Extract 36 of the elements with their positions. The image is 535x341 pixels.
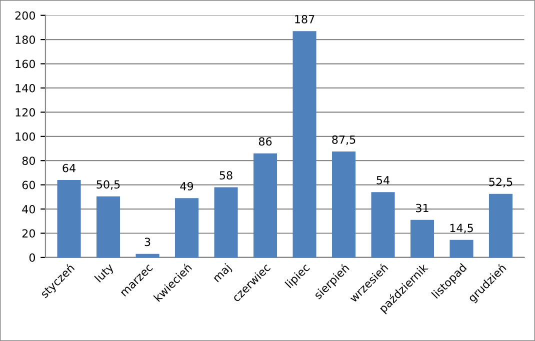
data-label: 187	[295, 14, 314, 24]
data-label: 31	[416, 204, 428, 212]
x-tick-label: luty	[94, 262, 116, 284]
bar	[57, 180, 81, 258]
y-tick-label: 60	[22, 180, 36, 190]
data-label: 86	[258, 137, 272, 146]
bar	[450, 240, 474, 258]
data-label: 52,5	[489, 178, 512, 188]
bar	[410, 220, 434, 258]
y-tick-label: 80	[22, 156, 36, 165]
data-label: 64	[62, 164, 76, 172]
y-tick-label: 120	[16, 108, 36, 117]
y-tick-label: 100	[16, 132, 36, 141]
data-label: 54	[376, 176, 390, 184]
y-tick-label: 40	[22, 205, 36, 214]
data-label: 3	[144, 238, 150, 246]
data-label: 14,5	[450, 224, 473, 234]
y-tick-label: 20	[22, 229, 36, 238]
y-tick-label: 160	[16, 60, 36, 68]
bar	[96, 196, 120, 258]
data-label: 49	[180, 182, 194, 190]
y-tick-label: 180	[16, 36, 36, 44]
data-label: 50,5	[96, 180, 120, 190]
bar	[292, 31, 316, 258]
y-tick-label: 0	[29, 253, 36, 262]
bar	[136, 254, 160, 258]
bar	[332, 152, 356, 258]
bar	[253, 153, 278, 258]
bar	[371, 192, 395, 258]
bar	[214, 187, 238, 258]
y-tick-label: 140	[16, 84, 36, 92]
bar	[174, 198, 199, 258]
bar	[488, 194, 513, 258]
data-label: 87,5	[332, 135, 356, 145]
data-label: 58	[220, 171, 232, 180]
y-tick-label: 200	[15, 11, 36, 20]
